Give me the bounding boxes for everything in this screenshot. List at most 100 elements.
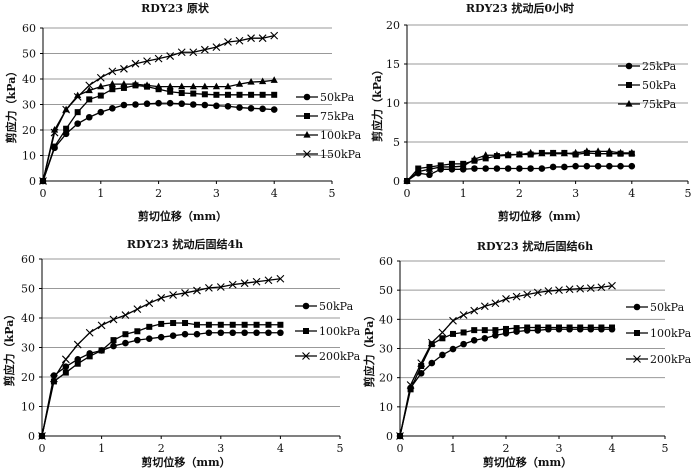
data-point xyxy=(212,43,221,52)
data-point xyxy=(258,34,267,43)
data-point xyxy=(427,338,436,347)
data-point xyxy=(235,80,244,87)
x-tick-label: 5 xyxy=(662,442,669,455)
data-point xyxy=(586,284,595,293)
data-point xyxy=(504,165,512,172)
legend-label: 200kPa xyxy=(319,350,361,363)
legend-marker xyxy=(302,352,310,360)
data-point xyxy=(132,101,139,108)
data-point xyxy=(120,101,128,109)
data-point xyxy=(224,38,232,46)
data-point xyxy=(201,101,209,109)
data-point xyxy=(134,336,141,344)
data-point xyxy=(549,149,557,157)
series-200kPa xyxy=(38,274,285,440)
data-point xyxy=(417,359,426,367)
data-point xyxy=(594,147,602,154)
data-point xyxy=(504,150,512,158)
data-point xyxy=(449,345,457,353)
data-point xyxy=(154,54,163,63)
data-point xyxy=(276,274,285,283)
data-point xyxy=(122,339,129,347)
data-point xyxy=(481,334,489,342)
legend-marker xyxy=(634,330,640,336)
legend-item: 100kPa xyxy=(295,325,361,338)
series-100kPa xyxy=(397,324,615,439)
data-point xyxy=(549,163,557,171)
data-point xyxy=(166,99,174,107)
data-point xyxy=(38,432,46,440)
data-point xyxy=(493,151,501,158)
y-tick-label: 30 xyxy=(379,343,393,356)
data-point xyxy=(572,148,580,156)
x-axis-title: 剪切位移（mm） xyxy=(483,455,572,469)
data-point xyxy=(50,374,58,383)
data-point xyxy=(212,82,220,90)
data-point xyxy=(247,34,255,43)
data-point xyxy=(177,48,186,57)
data-point xyxy=(236,91,243,98)
data-point xyxy=(108,80,116,87)
data-point xyxy=(512,292,521,301)
data-point xyxy=(224,82,232,90)
legend-label: 100kPa xyxy=(319,325,361,338)
legend-label: 50kPa xyxy=(642,79,677,92)
x-tick-label: 0 xyxy=(40,187,47,200)
data-point xyxy=(248,91,255,98)
x-tick-label: 4 xyxy=(609,442,616,455)
data-point xyxy=(277,321,284,328)
x-tick-label: 0 xyxy=(39,442,46,455)
data-point xyxy=(524,324,531,331)
data-point xyxy=(143,57,151,66)
data-point xyxy=(201,91,208,98)
data-point xyxy=(425,165,434,172)
data-point xyxy=(556,324,562,331)
y-tick-label: 0 xyxy=(393,175,400,188)
x-tick-label: 1 xyxy=(98,442,105,455)
y-axis-title: 剪应力（kPa） xyxy=(4,66,18,144)
legend-marker xyxy=(303,131,311,138)
data-point xyxy=(85,81,94,90)
data-point xyxy=(122,331,129,338)
data-point xyxy=(565,285,574,294)
series-50kPa xyxy=(38,329,284,440)
x-tick-label: 5 xyxy=(685,187,691,200)
data-point xyxy=(265,329,272,337)
legend-marker xyxy=(302,302,310,310)
data-point xyxy=(213,91,220,98)
data-point xyxy=(418,363,425,369)
data-point xyxy=(513,325,520,332)
data-point xyxy=(204,284,213,292)
data-point xyxy=(259,77,267,85)
data-point xyxy=(155,99,162,107)
data-point xyxy=(73,92,82,101)
data-point xyxy=(240,279,249,288)
x-tick-label: 5 xyxy=(329,187,336,200)
x-tick-label: 2 xyxy=(155,187,162,200)
data-point xyxy=(545,324,552,331)
data-point xyxy=(235,36,244,45)
data-point xyxy=(217,329,225,337)
data-point xyxy=(270,76,278,83)
legend-item: 25kPa xyxy=(618,60,677,73)
data-point xyxy=(73,340,82,349)
data-point xyxy=(228,280,237,289)
data-point xyxy=(426,171,433,179)
data-point xyxy=(594,162,602,170)
data-point xyxy=(213,102,220,110)
data-point xyxy=(606,162,613,170)
y-tick-label: 0 xyxy=(29,175,36,188)
data-point xyxy=(51,143,58,150)
data-point xyxy=(110,337,117,344)
data-point xyxy=(555,286,563,295)
data-point xyxy=(181,330,189,338)
legend-label: 50kPa xyxy=(650,301,685,314)
data-point xyxy=(247,78,255,85)
legend-item: 200kPa xyxy=(626,353,691,366)
series-line xyxy=(42,84,275,182)
y-axis-title: 剪应力（kPa） xyxy=(362,310,376,388)
data-point xyxy=(437,162,445,170)
data-point xyxy=(396,432,404,440)
data-point xyxy=(403,177,411,184)
